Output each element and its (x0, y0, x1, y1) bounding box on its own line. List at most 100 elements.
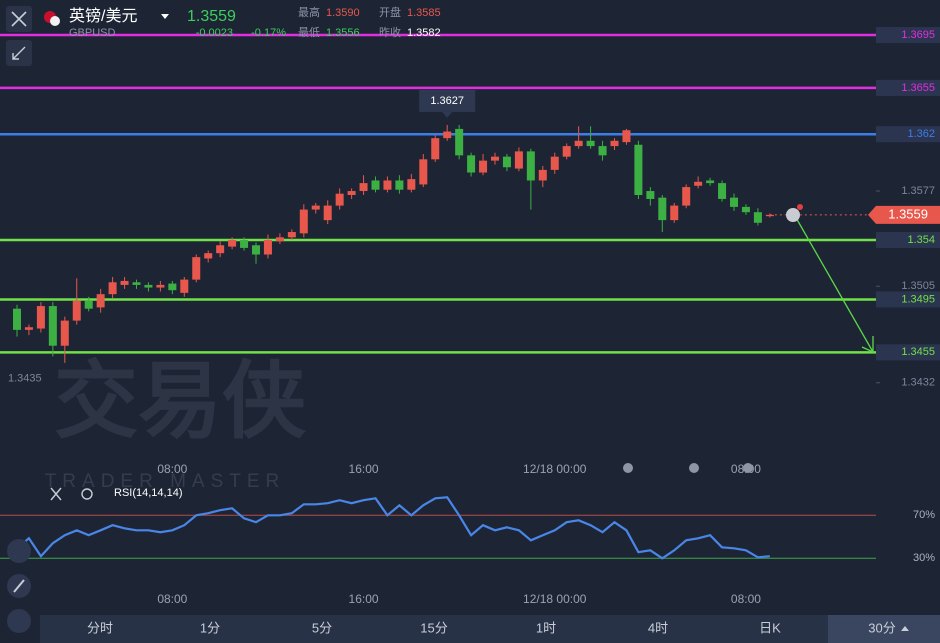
toolbar-item[interactable]: 1时 (536, 620, 556, 635)
stat-value: 1.3556 (326, 27, 360, 39)
candle-body (526, 151, 535, 181)
candle-body (144, 284, 153, 288)
candle-body (72, 300, 81, 321)
candle-body (371, 180, 380, 190)
toolbar-item[interactable]: 30分 (868, 620, 895, 635)
candle-body (275, 237, 284, 242)
forecast-arrow (794, 215, 874, 354)
stat-value: 1.3590 (326, 7, 360, 19)
candle-body (622, 130, 631, 143)
rsi-settings[interactable] (81, 488, 93, 500)
candle-body (132, 282, 141, 285)
candle-body (359, 183, 368, 192)
rsi-line (16, 496, 770, 560)
candle-body (610, 140, 619, 147)
level-label: 1.3695 (901, 29, 935, 41)
toolbar-item[interactable]: 日K (759, 620, 781, 635)
watermark-subtitle: TRADER MASTER (45, 471, 286, 492)
candle-body (514, 151, 523, 169)
candle-body (96, 294, 105, 308)
candle-body (586, 140, 595, 147)
candle-body (741, 206, 750, 213)
y-tick-label: 1.3577 (901, 185, 935, 197)
candle-body (562, 146, 571, 157)
candle-body (180, 279, 189, 293)
candle-body (204, 253, 213, 259)
symbol-name[interactable]: 英镑/美元 (69, 7, 137, 25)
event-marker[interactable] (743, 463, 753, 473)
candle-body (443, 131, 452, 139)
plot-area: 1.3577 1.3505 1.3432 1.3695 1.3655 1.362 1.354… (0, 27, 940, 606)
level-label: 1.354 (907, 234, 935, 246)
candle-body (670, 205, 679, 221)
close-icon (11, 11, 27, 27)
symbol-dropdown[interactable] (161, 14, 169, 19)
candle-body (168, 283, 177, 291)
level-label-box (876, 126, 940, 143)
candle-body (120, 280, 129, 285)
tool-button[interactable] (7, 539, 31, 563)
candle-body (658, 197, 667, 221)
candle-body (455, 128, 464, 156)
candle-body (216, 245, 225, 254)
toolbar-item[interactable]: 4时 (648, 620, 668, 635)
flag-icon (50, 16, 60, 26)
candle-body (550, 156, 559, 170)
event-marker[interactable] (689, 463, 699, 473)
candle-body (13, 308, 21, 330)
level-label-box (876, 291, 940, 308)
toolbar-item[interactable]: 1分 (200, 620, 220, 635)
candle-body (694, 181, 703, 186)
toolbar-item[interactable]: 15分 (420, 620, 447, 635)
candle-body (287, 232, 296, 238)
stat-label: 开盘 (379, 5, 401, 19)
rsi-title: RSI(14,14,14) (114, 487, 182, 499)
y-tick-label: 1.3432 (901, 377, 935, 389)
candle-body (598, 146, 607, 156)
candle-body (240, 239, 249, 248)
draw-icon (13, 579, 25, 593)
candle-body (718, 183, 727, 199)
level-label-box (876, 79, 940, 96)
candle-body (431, 138, 440, 160)
toolbar-item[interactable]: 分时 (87, 620, 113, 635)
tool-button[interactable] (7, 609, 31, 633)
stat-label: 昨收 (379, 25, 401, 39)
level-label-box (876, 344, 940, 361)
high-label-box (419, 89, 476, 112)
watermark-title: 交易侠 (54, 354, 307, 448)
collapse-icon (12, 46, 26, 60)
level-label: 1.3495 (901, 293, 935, 305)
info-icon[interactable] (786, 208, 800, 222)
stat-label: 最低 (298, 26, 320, 39)
candle-body (646, 191, 655, 199)
low-label: 1.3435 (8, 373, 42, 385)
candle-body (347, 191, 356, 196)
period-selected[interactable] (828, 615, 940, 643)
rsi-tick-label: 70% (913, 509, 935, 521)
toolbar-item[interactable]: 5分 (312, 620, 332, 635)
x-tick-label: 08:00 (157, 592, 187, 606)
rsi-close[interactable] (50, 487, 62, 501)
candle-body (467, 155, 476, 173)
x-tick-label: 12/18 00:00 (523, 592, 587, 606)
info-dot (797, 204, 803, 210)
period-arrow[interactable] (901, 626, 909, 631)
candle-body (730, 197, 738, 207)
candle-body (263, 239, 272, 255)
event-marker[interactable] (623, 463, 633, 473)
candle-body (36, 306, 45, 329)
candle-body (108, 282, 117, 295)
last-price-box (868, 205, 940, 224)
candle-body (765, 214, 774, 217)
level-label: 1.3655 (901, 82, 935, 94)
candle-body (479, 160, 488, 173)
candle-body (60, 320, 69, 346)
candle-body (753, 212, 762, 223)
rsi-tick-label: 30% (913, 552, 935, 564)
level-label: 1.362 (907, 128, 935, 140)
level-label-box (876, 231, 940, 248)
header-price: 1.3559 (187, 8, 236, 25)
